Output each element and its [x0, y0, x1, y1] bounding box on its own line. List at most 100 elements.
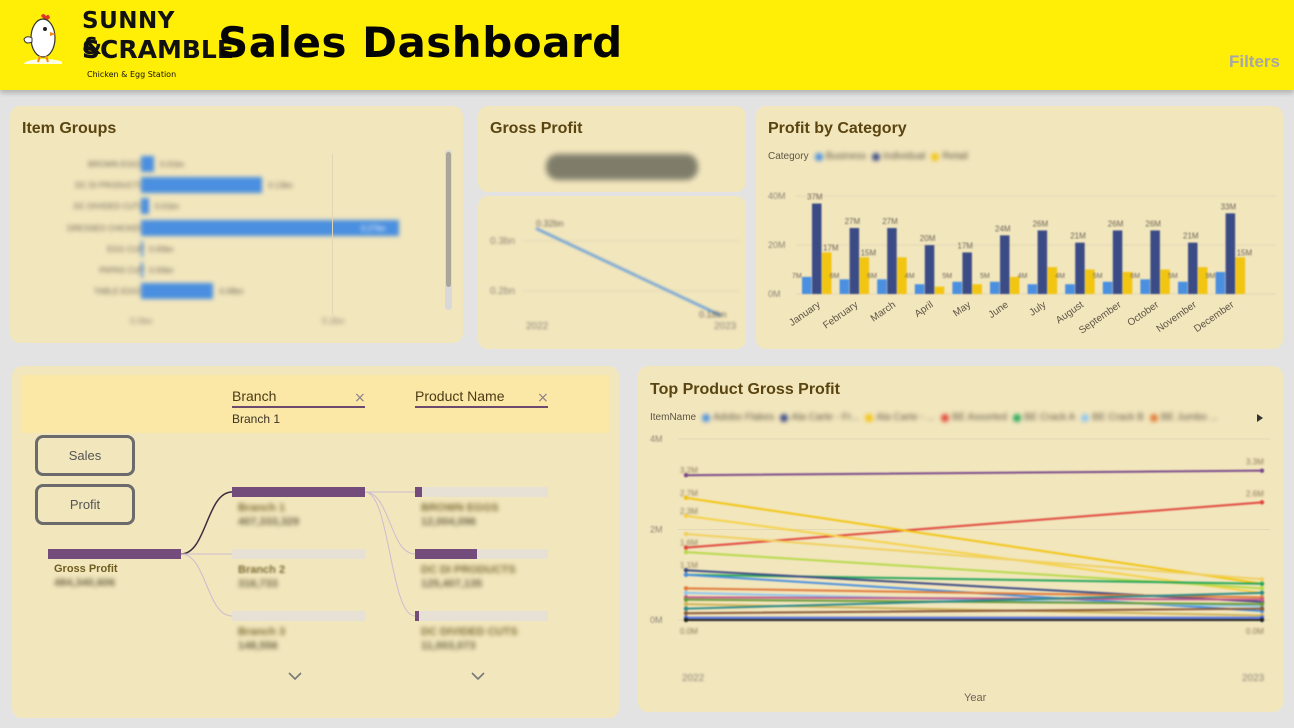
legend-item-retail[interactable]: Retail	[931, 151, 968, 162]
bar-retail[interactable]	[1085, 269, 1095, 294]
bar-individual[interactable]	[812, 203, 822, 294]
product-series-line[interactable]	[685, 469, 1263, 477]
data-label: 33M	[1221, 202, 1237, 211]
product-series-line[interactable]	[685, 598, 1263, 606]
item-group-bar[interactable]	[141, 177, 263, 194]
legend-item[interactable]: BE Crack B	[1081, 412, 1144, 423]
product-node-track[interactable]	[415, 487, 548, 497]
dashboard-header: SUNNY & SCRAMBLE Chicken & Egg Station S…	[0, 0, 1294, 90]
bar-retail[interactable]	[934, 286, 945, 294]
legend-item[interactable]: Adobo Flakes	[702, 412, 774, 423]
data-label: 5M	[980, 273, 990, 280]
bar-individual[interactable]	[1225, 213, 1236, 294]
bar-business[interactable]	[1215, 272, 1226, 294]
bar-individual[interactable]	[924, 245, 935, 294]
product-series-line[interactable]	[685, 607, 1263, 615]
legend-item[interactable]: Ala Carte - ...	[865, 412, 935, 423]
bar-retail[interactable]	[1160, 269, 1170, 294]
branch-scroll-down-chevron-icon[interactable]	[287, 671, 303, 681]
product-series-line[interactable]	[685, 591, 1263, 610]
bar-business[interactable]	[1140, 279, 1150, 294]
bar-retail[interactable]	[859, 257, 870, 294]
legend-item-business[interactable]: Business	[814, 151, 866, 162]
bar-business[interactable]	[802, 276, 812, 294]
logo-tagline: Chicken & Egg Station	[87, 70, 177, 79]
item-groups-scrollbar[interactable]	[445, 150, 452, 310]
bar-retail[interactable]	[1010, 276, 1020, 294]
item-groups-scrollbar-thumb[interactable]	[446, 152, 451, 287]
branch-node-track[interactable]	[232, 549, 365, 559]
product-series-line[interactable]	[685, 514, 1263, 594]
data-label: 17M	[957, 241, 973, 250]
branch-node-label: Branch 1	[238, 502, 286, 514]
legend-item[interactable]: BE Crack A	[1013, 412, 1075, 423]
data-label: 26M	[1145, 219, 1161, 228]
bar-business[interactable]	[952, 281, 962, 294]
legend-item[interactable]: Ala Carte - Fr...	[780, 412, 859, 423]
item-group-bar[interactable]	[141, 262, 143, 278]
bar-retail[interactable]	[1235, 257, 1246, 294]
product-series-line[interactable]	[685, 496, 1263, 585]
bar-business[interactable]	[1102, 281, 1113, 294]
product-series-line[interactable]	[685, 501, 1263, 549]
bar-individual[interactable]	[1150, 230, 1160, 294]
legend-next-arrow-icon[interactable]	[1255, 413, 1265, 423]
bar-individual[interactable]	[1075, 242, 1085, 294]
bar-individual[interactable]	[1188, 242, 1198, 294]
filters-button[interactable]: Filters	[1228, 52, 1280, 71]
remove-product-name-close-icon[interactable]: ×	[537, 390, 549, 406]
item-group-value-label: 0.01bn	[154, 202, 180, 212]
item-group-label: TABLE EGGS	[93, 287, 144, 297]
bar-retail[interactable]	[1047, 267, 1058, 294]
legend-item[interactable]: BE Assorted	[940, 412, 1007, 423]
data-label: 9M	[1206, 273, 1216, 280]
item-group-bar[interactable]	[141, 283, 214, 300]
series-start-point	[683, 597, 689, 602]
bar-business[interactable]	[1027, 284, 1038, 294]
bar-business[interactable]	[990, 281, 1000, 294]
bar-retail[interactable]	[1122, 272, 1133, 294]
bar-business[interactable]	[839, 279, 850, 294]
item-group-bar[interactable]	[141, 240, 143, 257]
legend-item[interactable]: BE Jumbo ...	[1149, 412, 1218, 423]
data-label: 3.3M	[1246, 458, 1264, 467]
bar-retail[interactable]	[972, 284, 982, 294]
bar-individual[interactable]	[1000, 235, 1010, 294]
bar-business[interactable]	[877, 279, 887, 294]
branch-node-label: Branch 3	[238, 626, 286, 638]
remove-branch-close-icon[interactable]: ×	[354, 390, 366, 406]
product-node-track[interactable]	[415, 549, 548, 559]
legend-label: Ala Carte - ...	[876, 412, 935, 423]
product-series-line[interactable]	[685, 533, 1263, 581]
series-start-point	[683, 513, 689, 519]
profit-metric-button[interactable]: Profit	[35, 484, 135, 525]
product-scroll-down-chevron-icon[interactable]	[470, 671, 486, 681]
product-node-track[interactable]	[415, 611, 548, 621]
item-group-bar[interactable]	[141, 219, 399, 236]
bar-retail[interactable]	[822, 252, 832, 294]
bar-retail[interactable]	[897, 257, 907, 294]
tree-connector-active	[180, 491, 233, 555]
bar-business[interactable]	[914, 284, 925, 294]
item-group-bar[interactable]	[141, 198, 149, 215]
gross-profit-trend-line[interactable]	[535, 227, 722, 317]
bar-individual[interactable]	[849, 228, 860, 294]
sales-metric-button[interactable]: Sales	[35, 435, 135, 476]
root-node-bar[interactable]	[48, 549, 181, 559]
data-label: 3.2M	[680, 466, 698, 475]
product-node-bar	[415, 487, 422, 497]
bar-individual[interactable]	[962, 252, 972, 294]
bar-retail[interactable]	[1198, 267, 1208, 294]
branch-node-track[interactable]	[232, 611, 365, 621]
bar-business[interactable]	[1178, 281, 1188, 294]
product-series-line[interactable]	[685, 596, 1263, 601]
item-group-bar[interactable]	[141, 156, 154, 172]
legend-item-individual[interactable]: Individual	[872, 151, 925, 162]
legend-dot	[931, 152, 940, 161]
bar-individual[interactable]	[887, 228, 897, 294]
y-tick-label: 2M	[650, 525, 663, 535]
tree-connector	[364, 491, 416, 617]
bar-individual[interactable]	[1112, 230, 1123, 294]
bar-business[interactable]	[1065, 284, 1075, 294]
bar-individual[interactable]	[1037, 230, 1048, 294]
